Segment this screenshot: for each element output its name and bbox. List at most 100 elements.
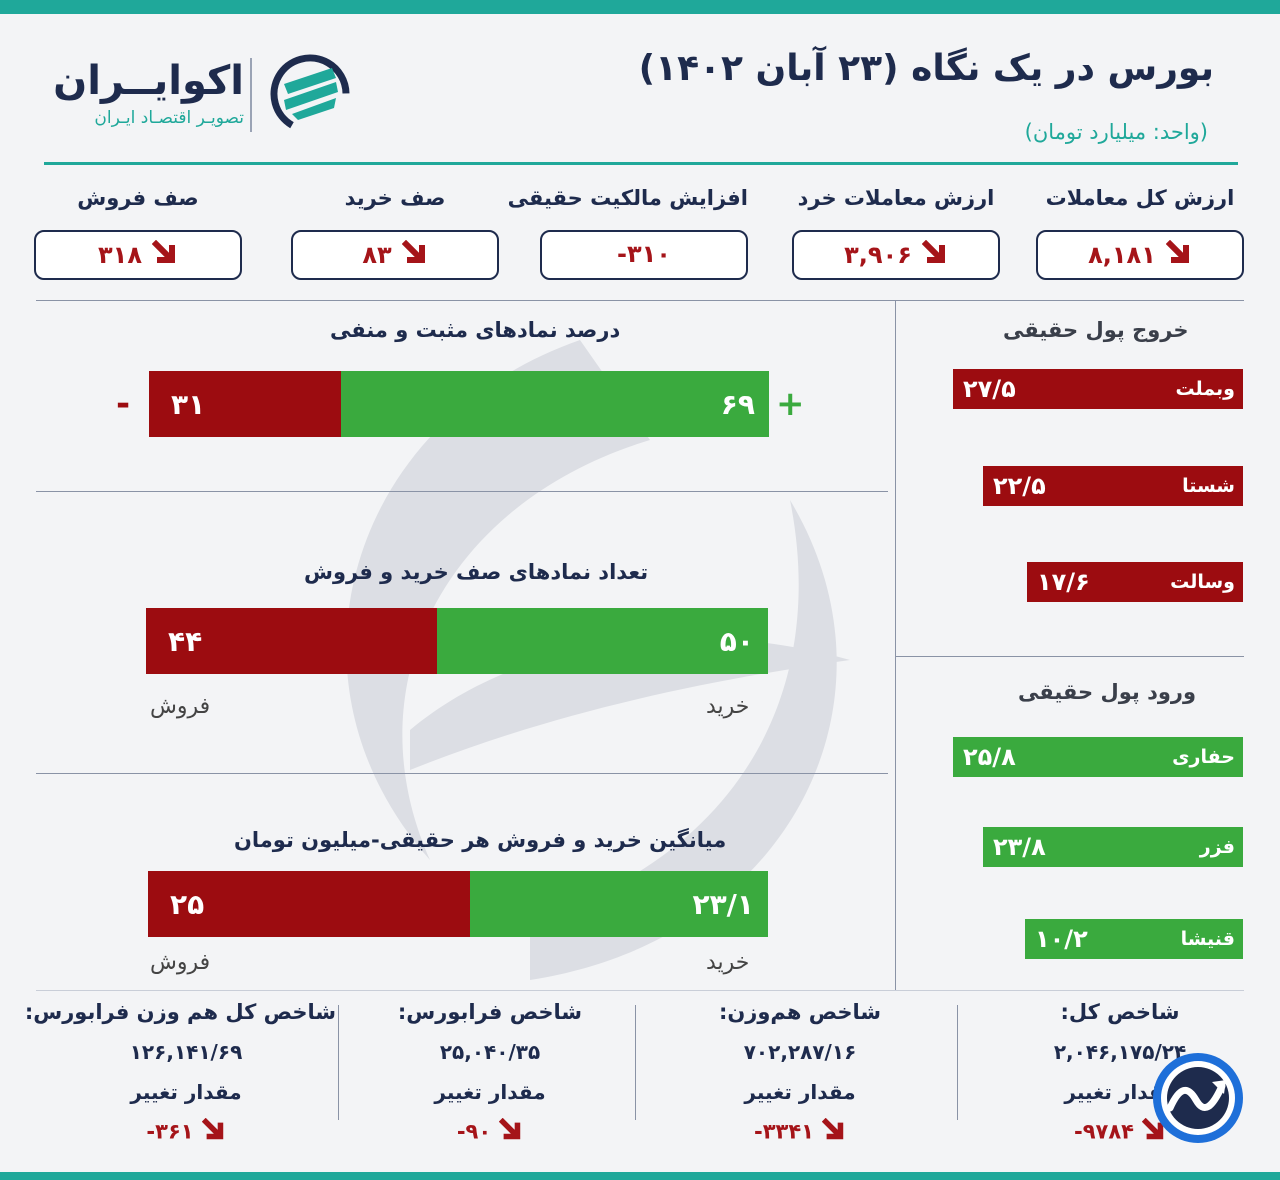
arrow-down-icon [201, 1117, 226, 1147]
unit-label: (واحد: میلیارد تومان) [1024, 120, 1208, 144]
sell-queue-value: ۴۴ [168, 624, 203, 658]
change-label: مقدار تغییر [744, 1080, 856, 1104]
queue-count-title: تعداد نمادهای صف خرید و فروش [304, 560, 649, 584]
negative-segment: ۳۱ [149, 371, 342, 437]
index-divider [338, 1005, 339, 1120]
sell-queue-segment: ۴۴ [146, 608, 438, 674]
stat-box: ۳,۹۰۶ [792, 230, 1000, 280]
stat-label: ارزش معاملات خرد [797, 186, 995, 210]
index-title: شاخص فرابورس: [397, 1000, 583, 1024]
index-farabourse-equal-weight: شاخص کل هم وزن فرابورس: ۱۲۶,۱۴۱/۶۹ مقدار… [24, 1000, 336, 1160]
index-equal-weight: شاخص هم‌وزن: ۷۰۲,۲۸۷/۱۶ مقدار تغییر -۳۳۴… [650, 1000, 950, 1160]
arrow-down-icon [498, 1117, 523, 1147]
logo-divider [250, 58, 252, 132]
stat-label: ارزش کل معاملات [1045, 186, 1235, 210]
index-title: شاخص کل هم وزن فرابورس: [24, 1000, 336, 1024]
change-value: -۹۰ [456, 1119, 492, 1144]
outflow-item: ۲۲/۵ شستا [983, 466, 1243, 506]
stat-label: افزایش مالکیت حقیقی [507, 186, 748, 210]
arrow-down-icon [821, 1117, 846, 1147]
inflow-value: ۲۳/۸ [993, 833, 1046, 861]
change-label: مقدار تغییر [434, 1080, 546, 1104]
index-divider [635, 1005, 636, 1120]
index-value: ۱۲۶,۱۴۱/۶۹ [129, 1040, 243, 1064]
buy-label: خرید [706, 694, 750, 719]
avg-buy-segment: ۲۳/۱ [470, 871, 768, 937]
stat-buy-queue: صف خرید ۸۳ [291, 186, 499, 282]
stat-label: صف فروش [77, 186, 199, 210]
arrow-down-icon [921, 239, 948, 272]
stat-value: ۳,۹۰۶ [844, 241, 912, 269]
outflow-title: خروج پول حقیقی [1003, 318, 1189, 342]
inflow-symbol: قنیشا [1180, 928, 1235, 950]
index-value: ۲,۰۴۶,۱۷۵/۲۴ [1053, 1040, 1187, 1064]
inflow-value: ۱۰/۲ [1035, 925, 1088, 953]
pct-symbols-bar: ۳۱ ۶۹ [149, 371, 769, 437]
logo-mark-icon [270, 54, 350, 134]
stat-value: -۳۱۰ [617, 240, 671, 268]
section-divider [36, 990, 1244, 991]
stat-label: صف خرید [344, 186, 446, 210]
stat-box: ۸۳ [291, 230, 499, 280]
buy-queue-segment: ۵۰ [437, 608, 768, 674]
logo-name: اکوایــران [53, 58, 244, 104]
plus-sign: + [776, 384, 805, 424]
inflow-title: ورود پول حقیقی [1018, 680, 1197, 704]
index-title: شاخص هم‌وزن: [718, 1000, 882, 1024]
change-label: مقدار تغییر [130, 1080, 242, 1104]
pct-symbols-title: درصد نمادهای مثبت و منفی [330, 318, 621, 342]
stat-value: ۳۱۸ [98, 241, 142, 269]
top-accent-bar [0, 0, 1280, 14]
stat-retail-ownership: افزایش مالکیت حقیقی -۳۱۰ [507, 186, 748, 282]
stat-total-value: ارزش کل معاملات ۸,۱۸۱ [1036, 186, 1244, 282]
section-divider [895, 656, 1244, 657]
outflow-symbol: وسالت [1170, 571, 1235, 593]
brand-logo: اکوایــران تصویـر اقتصـاد ایـران [53, 46, 362, 142]
queue-count-bar: ۴۴ ۵۰ [146, 608, 768, 674]
positive-segment: ۶۹ [341, 371, 769, 437]
bottom-accent-bar [0, 1172, 1280, 1180]
avg-sell-segment: ۲۵ [148, 871, 471, 937]
buy-queue-value: ۵۰ [719, 624, 754, 658]
stat-retail-value: ارزش معاملات خرد ۳,۹۰۶ [792, 186, 1000, 282]
inflow-item: ۱۰/۲ قنیشا [1025, 919, 1243, 959]
avg-sell-value: ۲۵ [170, 887, 205, 921]
column-divider [895, 300, 896, 990]
stat-box: -۳۱۰ [540, 230, 748, 280]
stat-sell-queue: صف فروش ۳۱۸ [34, 186, 242, 282]
outflow-item: ۲۷/۵ وبملت [953, 369, 1243, 409]
stat-box: ۳۱۸ [34, 230, 242, 280]
arrow-down-icon [401, 239, 428, 272]
trend-badge-icon [1153, 1053, 1243, 1143]
index-title: شاخص کل: [1060, 1000, 1180, 1024]
index-value: ۲۵,۰۴۰/۳۵ [439, 1040, 541, 1064]
inflow-item: ۲۳/۸ فزر [983, 827, 1243, 867]
stat-value: ۸,۱۸۱ [1088, 241, 1156, 269]
section-divider [36, 773, 888, 774]
stat-value: ۸۳ [362, 241, 392, 269]
outflow-value: ۲۷/۵ [963, 375, 1016, 403]
inflow-symbol: حفاری [1172, 746, 1235, 768]
section-divider [36, 300, 1244, 301]
change-value: -۳۳۴۱ [754, 1119, 814, 1144]
outflow-item: ۱۷/۶ وسالت [1027, 562, 1243, 602]
inflow-symbol: فزر [1199, 836, 1235, 858]
inflow-value: ۲۵/۸ [963, 743, 1016, 771]
sell-label: فروش [150, 950, 211, 975]
stat-box: ۸,۱۸۱ [1036, 230, 1244, 280]
outflow-symbol: وبملت [1175, 378, 1235, 400]
buy-label: خرید [706, 950, 750, 975]
minus-sign: - [116, 384, 131, 424]
index-farabourse: شاخص فرابورس: ۲۵,۰۴۰/۳۵ مقدار تغییر -۹۰ [340, 1000, 640, 1160]
arrow-down-icon [1165, 239, 1192, 272]
avg-trade-title: میانگین خرید و فروش هر حقیقی-میلیون توما… [234, 828, 727, 852]
change-value: -۹۷۸۴ [1074, 1119, 1134, 1144]
index-value: ۷۰۲,۲۸۷/۱۶ [743, 1040, 857, 1064]
positive-value: ۶۹ [720, 387, 755, 421]
inflow-item: ۲۵/۸ حفاری [953, 737, 1243, 777]
arrow-down-icon [1141, 1117, 1166, 1147]
negative-value: ۳۱ [171, 387, 206, 421]
page-title: بورس در یک نگاه (۲۳ آبان ۱۴۰۲) [638, 48, 1214, 89]
outflow-value: ۲۲/۵ [993, 472, 1046, 500]
outflow-value: ۱۷/۶ [1037, 568, 1090, 596]
